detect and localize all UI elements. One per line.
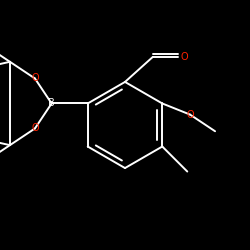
Text: O: O [31,74,39,84]
Text: B: B [48,98,55,108]
Text: O: O [31,124,39,134]
Text: O: O [181,52,188,62]
Text: O: O [186,110,194,120]
